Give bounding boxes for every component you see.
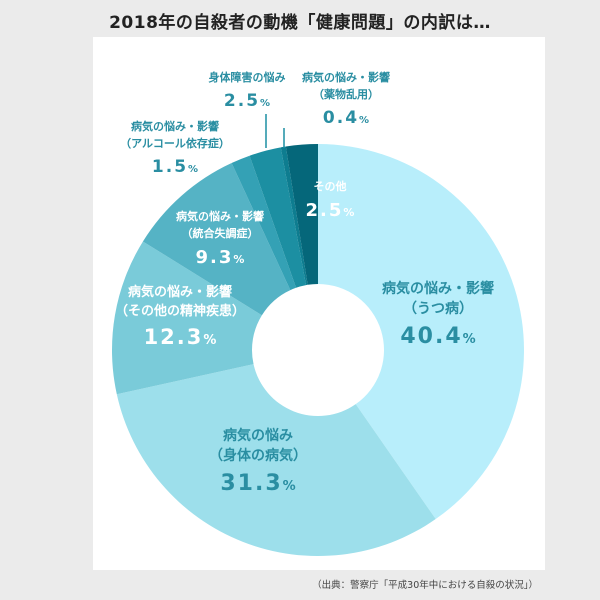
slice-value-1: 31.3% (220, 471, 295, 496)
slice-value-2: 12.3% (144, 325, 217, 349)
slice-value-3: 9.3% (196, 247, 245, 268)
slice-label-3-1: （統合失調症） (182, 226, 259, 240)
pie-slice-2 (112, 241, 262, 395)
pie-slice-4 (231, 155, 297, 291)
pie-slice-1 (116, 364, 436, 557)
pie-slice-6 (280, 146, 308, 286)
slice-label-2-0: 病気の悩み・影響 (128, 284, 232, 300)
slice-value-4: 1.5% (152, 157, 198, 177)
slice-value-7: 2.5% (306, 200, 355, 221)
source-note: （出典：警察庁「平成30年中における自殺の状況」） (312, 580, 538, 591)
slice-label-6-1: （薬物乱用） (313, 87, 379, 101)
slice-label-0-0: 病気の悩み・影響 (382, 280, 494, 297)
slice-label-7-0: その他 (314, 179, 347, 193)
pie-slice-3 (142, 162, 291, 316)
slice-label-6-0: 病気の悩み・影響 (302, 70, 390, 84)
pie-slice-7 (285, 144, 318, 285)
chart-title: 2018年の自殺者の動機「健康問題」の内訳は… (109, 13, 491, 33)
slice-label-4-1: （アルコール依存症） (120, 136, 230, 150)
slice-value-5: 2.5% (224, 91, 270, 111)
slice-label-5-0: 身体障害の悩み (209, 70, 286, 84)
slice-label-2-1: （その他の精神疾患） (115, 303, 245, 319)
pie-slice-0 (318, 144, 525, 520)
slice-value-0: 40.4% (400, 324, 475, 349)
slice-label-4-0: 病気の悩み・影響 (131, 119, 219, 133)
slice-label-3-0: 病気の悩み・影響 (176, 209, 264, 223)
slice-value-6: 0.4% (323, 108, 369, 128)
slice-label-1-1: （身体の病気） (209, 447, 307, 464)
pie-slice-5 (249, 147, 307, 288)
slice-label-1-0: 病気の悩み (223, 427, 293, 444)
slice-label-0-1: （うつ病） (403, 300, 473, 317)
